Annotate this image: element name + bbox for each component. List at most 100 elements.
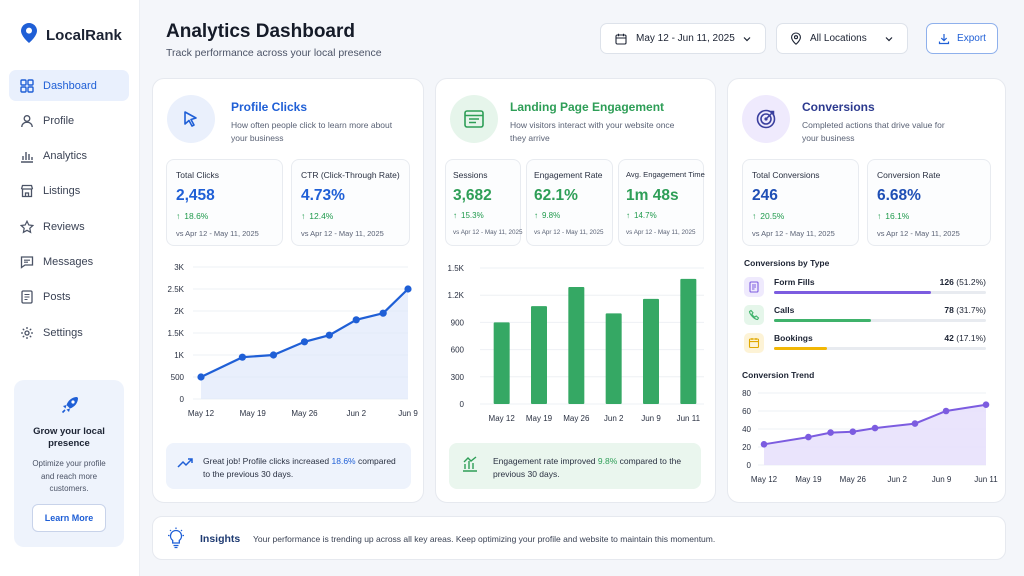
data-point: [269, 351, 278, 359]
target-icon: [742, 95, 790, 143]
export-button[interactable]: Export: [926, 23, 998, 54]
series-line: [200, 288, 409, 378]
trend-up-icon: [177, 456, 193, 475]
chevron-down-icon: [885, 37, 893, 42]
location-select[interactable]: All Locations: [776, 23, 908, 54]
date-range-picker[interactable]: May 12 - Jun 11, 2025: [600, 23, 766, 54]
data-point: [379, 309, 387, 317]
data-point: [238, 353, 246, 361]
sidebar-item-label: Reviews: [43, 220, 85, 233]
document-icon: [21, 290, 33, 304]
y-tick-label: 3K: [174, 263, 184, 272]
note-text: Great job! Profile clicks increased 18.6…: [203, 456, 396, 479]
y-tick-label: 600: [451, 346, 465, 355]
sidebar-item-profile[interactable]: Profile: [9, 105, 129, 136]
star-icon: [20, 219, 34, 234]
promo-card: Grow your local presence Optimize your p…: [14, 380, 124, 547]
learn-more-button[interactable]: Learn More: [32, 504, 106, 532]
type-label: Form Fills: [774, 277, 815, 287]
data-point: [352, 316, 360, 324]
type-progress-fill: [774, 347, 827, 350]
rocket-icon: [59, 394, 81, 421]
arrow-up-icon: ↑: [534, 211, 538, 220]
type-label: Bookings: [774, 333, 813, 343]
conversion-type-calls: Calls 78 (31.7%): [744, 305, 986, 329]
sidebar-item-listings[interactable]: Listings: [9, 176, 129, 207]
y-tick-label: 0: [747, 461, 752, 470]
phone-icon: [744, 305, 764, 325]
sidebar-item-label: Settings: [43, 326, 83, 339]
page-subtitle: Track performance across your local pres…: [166, 47, 382, 59]
stat-label: Sessions: [453, 170, 488, 180]
lightbulb-icon: [166, 527, 186, 554]
data-point: [911, 420, 919, 427]
type-progress-track: [774, 291, 986, 294]
message-icon: [20, 256, 34, 269]
y-tick-label: 20: [742, 443, 751, 452]
y-tick-label: 2.5K: [168, 285, 185, 294]
conversion-type-form-fills: Form Fills 126 (51.2%): [744, 277, 986, 301]
app-logo[interactable]: LocalRank: [20, 22, 122, 49]
engagement-note: Engagement rate improved 9.8% compared t…: [449, 443, 701, 489]
type-value: 126 (51.2%): [939, 277, 986, 287]
sidebar-item-messages[interactable]: Messages: [9, 246, 129, 277]
dashboard-icon: [20, 78, 34, 93]
stat-compare: vs Apr 12 - May 11, 2025: [176, 229, 259, 238]
x-tick-label: Jun 9: [398, 409, 418, 418]
promo-text: Optimize your profile and reach more cus…: [32, 459, 106, 493]
browser-icon: [450, 95, 498, 143]
profile-clicks-note: Great job! Profile clicks increased 18.6…: [166, 443, 411, 489]
x-tick-label: Jun 9: [932, 475, 952, 484]
x-tick-label: May 26: [840, 475, 867, 484]
card-title: Conversions: [802, 100, 875, 114]
stat-compare: vs Apr 12 - May 11, 2025: [301, 229, 384, 238]
location-value: All Locations: [810, 33, 867, 44]
engagement-chart: 0 300 600 900 1.2K 1.5K May 12 May 19 May 26 Jun …: [448, 264, 704, 423]
stat-compare: vs Apr 12 - May 11, 2025: [626, 229, 696, 236]
y-tick-label: 80: [742, 389, 751, 398]
x-tick-label: May 19: [526, 414, 553, 423]
stat-label: Total Conversions: [752, 170, 820, 180]
sidebar-item-reviews[interactable]: Reviews: [9, 211, 129, 242]
x-tick-label: May 26: [291, 409, 318, 418]
sidebar-item-settings[interactable]: Settings: [9, 317, 129, 348]
data-point: [827, 429, 834, 436]
stat-compare: vs Apr 12 - May 11, 2025: [453, 229, 523, 236]
series-line: [763, 403, 987, 446]
calendar-icon: [744, 333, 764, 353]
stat-value: 2,458: [176, 187, 215, 204]
sidebar-item-posts[interactable]: Posts: [9, 282, 129, 313]
stat-value: 1m 48s: [626, 187, 679, 204]
arrow-up-icon: ↑: [453, 211, 457, 220]
x-tick-label: Jun 9: [641, 414, 661, 423]
engagement-card: Landing Page Engagement How visitors int…: [435, 78, 716, 503]
insights-text: Your performance is trending up across a…: [253, 534, 716, 544]
x-tick-label: Jun 2: [604, 414, 624, 423]
type-value: 78 (31.7%): [944, 305, 986, 315]
stat-label: CTR (Click-Through Rate): [301, 170, 400, 180]
type-progress-fill: [774, 319, 872, 322]
x-tick-label: Jun 11: [974, 475, 998, 484]
data-point: [197, 373, 205, 381]
sidebar-item-analytics[interactable]: Analytics: [9, 141, 129, 172]
stat-label: Total Clicks: [176, 170, 219, 180]
arrow-up-icon: ↑: [176, 211, 181, 221]
stat-compare: vs Apr 12 - May 11, 2025: [877, 229, 960, 238]
x-tick-label: Jun 11: [677, 414, 701, 423]
data-point: [325, 331, 333, 339]
type-progress-track: [774, 319, 986, 322]
stat-value: 3,682: [453, 187, 492, 204]
conversions-by-type-title: Conversions by Type: [744, 258, 830, 268]
stat-change: ↑ 9.8%: [534, 211, 561, 220]
y-tick-label: 1.2K: [448, 291, 465, 300]
y-tick-label: 2K: [174, 307, 184, 316]
profile-clicks-chart: 0 500 1K 1.5K 2K 2.5K 3K May 12 May 19 May 26 Jun …: [168, 263, 419, 418]
sidebar-item-dashboard[interactable]: Dashboard: [9, 70, 129, 101]
y-tick-label: 0: [460, 400, 465, 409]
stat-value: 62.1%: [534, 187, 578, 204]
stat-label: Avg. Engagement Time: [626, 170, 705, 179]
insights-bar: Insights Your performance is trending up…: [152, 516, 1006, 560]
type-label: Calls: [774, 305, 795, 315]
type-progress-track: [774, 347, 986, 350]
x-tick-label: May 19: [240, 409, 267, 418]
